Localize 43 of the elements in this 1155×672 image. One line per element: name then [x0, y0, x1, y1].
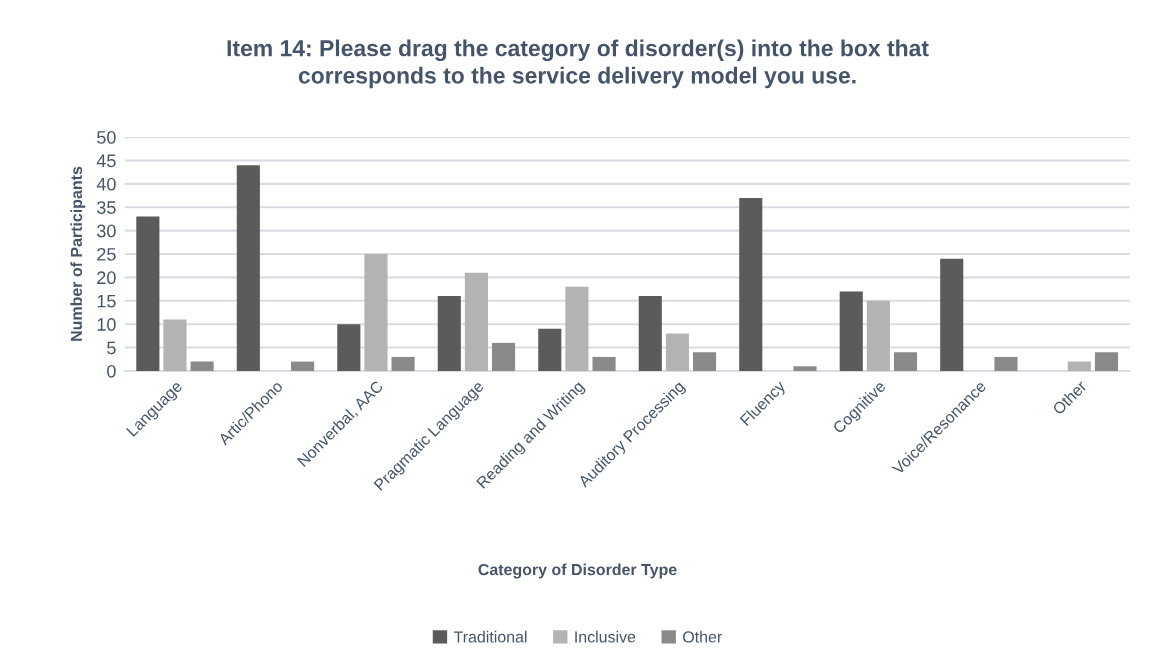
bar: [337, 324, 361, 371]
x-axis-title: Category of Disorder Type: [478, 563, 677, 579]
bar: [839, 291, 863, 371]
y-tick-label: 25: [97, 247, 116, 261]
legend-label: Traditional: [453, 630, 527, 643]
bar: [163, 319, 187, 371]
legend-label: Other: [683, 630, 722, 643]
bar: [437, 296, 461, 371]
bar: [391, 356, 415, 371]
bar: [1067, 361, 1091, 371]
y-tick-label: 45: [96, 154, 116, 168]
chart-title: Item 14: Please drag the category of disorder(s) into the box that corresponds to the service delivery model you use.: [227, 39, 929, 89]
y-tick-label: 50: [97, 131, 116, 144]
bar: [364, 254, 388, 371]
bar: [638, 296, 662, 371]
y-tick-label: 20: [97, 271, 116, 285]
bar: [1094, 352, 1119, 371]
bar: [592, 356, 616, 371]
bar: [739, 197, 763, 371]
bar: [492, 342, 516, 371]
bar: [291, 361, 315, 371]
bar: [136, 216, 160, 371]
bar: [565, 286, 589, 371]
bar: [793, 366, 817, 371]
bar: [866, 300, 890, 371]
bar: [692, 352, 717, 371]
y-axis-title: Number of Participants: [70, 166, 86, 341]
legend-label: Inclusive: [575, 630, 636, 643]
bar: [464, 272, 488, 371]
y-tick-label: 15: [97, 294, 116, 308]
y-tick-label: 0: [107, 364, 116, 378]
bar: [236, 165, 260, 371]
bar: [538, 328, 562, 371]
bar: [940, 258, 964, 371]
y-tick-label: 5: [107, 341, 116, 355]
bar: [994, 356, 1018, 371]
bar: [893, 352, 918, 371]
y-tick-label: 10: [97, 318, 116, 331]
y-tick-label: 30: [97, 224, 116, 238]
y-tick-label: 35: [97, 201, 116, 214]
bar: [190, 361, 214, 371]
y-tick-label: 40: [96, 177, 116, 191]
bar: [665, 333, 689, 371]
